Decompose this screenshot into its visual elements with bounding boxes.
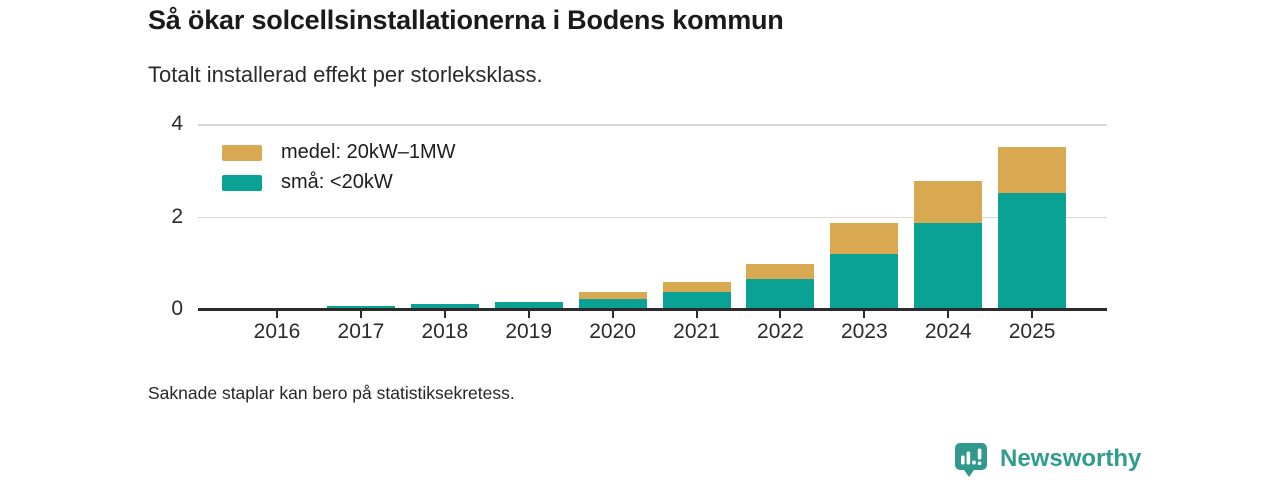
x-tick-label-2018: 2018 <box>421 320 469 343</box>
bar-2025-medel <box>998 147 1067 194</box>
bar-2022-medel <box>746 263 815 279</box>
legend: medel: 20kW–1MW små: <20kW <box>222 141 456 204</box>
gridline-y4 <box>198 124 1107 126</box>
x-tick-mark-2018 <box>443 311 446 318</box>
x-tick-mark-2024 <box>947 311 950 318</box>
legend-item-sma: små: <20kW <box>222 171 456 193</box>
y-tick-label-4: 4 <box>171 112 183 135</box>
legend-swatch-medel <box>222 144 262 161</box>
x-tick-label-2020: 2020 <box>589 320 636 343</box>
x-tick-label-2024: 2024 <box>924 320 972 343</box>
x-tick-label-2019: 2019 <box>505 320 553 343</box>
bar-2023-sma <box>830 253 899 309</box>
page-title: Så ökar solcellsinstallationerna i Boden… <box>148 5 784 35</box>
bar-2025-sma <box>998 193 1067 309</box>
gridline-y2 <box>198 216 1107 218</box>
x-tick-label-2016: 2016 <box>253 320 301 343</box>
bar-2023-medel <box>830 222 899 254</box>
x-tick-mark-2019 <box>527 311 530 318</box>
bar-2021-sma <box>662 292 731 309</box>
legend-label-medel: medel: 20kW–1MW <box>281 141 456 163</box>
bar-2017-sma <box>326 306 395 309</box>
bar-2024-medel <box>914 180 983 223</box>
y-tick-label-0: 0 <box>171 297 183 320</box>
x-tick-mark-2017 <box>359 311 362 318</box>
x-tick-label-2022: 2022 <box>757 320 804 343</box>
bar-2018-sma <box>410 304 479 309</box>
x-tick-mark-2016 <box>276 311 278 318</box>
legend-swatch-sma <box>222 174 262 191</box>
newsworthy-logo-text: Newsworthy <box>1000 445 1142 472</box>
x-tick-label-2021: 2021 <box>673 320 720 343</box>
x-tick-label-2023: 2023 <box>840 320 888 343</box>
x-axis-baseline <box>198 308 1107 311</box>
plot-area: 0 2 4 2016 2017 2018 2019 2020 2021 2022 2023 2024 2… <box>171 112 1107 343</box>
bar-2022-sma <box>746 278 815 309</box>
x-tick-mark-2023 <box>863 311 866 318</box>
bar-2019-sma <box>494 301 563 309</box>
newsworthy-logo-icon <box>955 443 987 477</box>
x-tick-mark-2022 <box>779 311 782 318</box>
x-tick-mark-2025 <box>1031 311 1034 318</box>
x-tick-mark-2021 <box>695 311 698 318</box>
bar-2020-medel <box>578 291 647 299</box>
x-tick-label-2025: 2025 <box>1008 320 1056 343</box>
y-tick-label-2: 2 <box>171 204 183 228</box>
legend-item-medel: medel: 20kW–1MW <box>222 141 456 163</box>
bar-2024-sma <box>914 222 983 309</box>
bar-2021-medel <box>662 282 731 293</box>
chart-subtitle: Totalt installerad effekt per storlekskl… <box>148 62 543 87</box>
legend-label-sma: små: <20kW <box>281 171 393 193</box>
x-tick-mark-2020 <box>611 311 614 318</box>
footnote: Saknade staplar kan bero på statistiksek… <box>148 383 515 403</box>
x-tick-label-2017: 2017 <box>337 320 385 343</box>
newsworthy-logo: Newsworthy <box>952 440 1141 478</box>
bar-2020-sma <box>578 298 647 309</box>
